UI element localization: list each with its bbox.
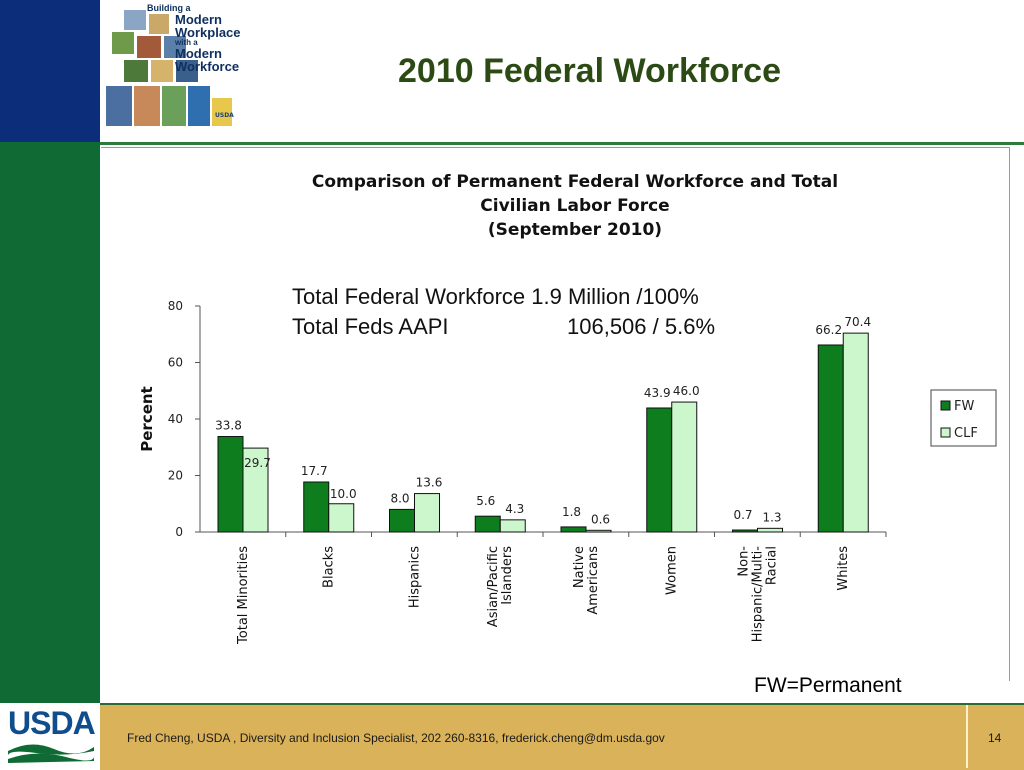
fw-note: FW=Permanent [754,674,902,697]
total-workforce-row: Total Federal Workforce 1.9 Million /100… [292,282,699,312]
chart-title: Comparison of Permanent Federal Workforc… [240,170,910,242]
bar-clf [242,447,269,533]
usda-wordmark: USDA [8,705,96,741]
footer-band [100,703,1024,770]
bar-clf [328,503,355,533]
data-label-fw: 43.9 [644,386,671,400]
legend-label: FW [954,399,974,414]
data-label-clf: 10.0 [330,487,357,501]
footer-divider [966,705,968,768]
data-label-fw: 17.7 [301,464,328,478]
y-tick-label: 80 [168,299,183,313]
chart-title-line1: Comparison of Permanent Federal Workforc… [311,172,839,192]
header-divider [100,142,1024,145]
data-label-clf: 0.6 [591,512,610,526]
data-label-clf: 70.4 [844,315,871,329]
bar-clf [757,527,783,533]
y-axis-title: Percent [138,386,156,451]
bar-fw [560,526,587,533]
category-label: Non- [736,546,751,577]
bar-fw [732,529,758,533]
data-label-clf: 46.0 [673,384,700,398]
workforce-totals: Total Federal Workforce 1.9 Million /100… [292,282,715,342]
logo-line4: with a [175,38,198,47]
category-label: Hispanics [407,546,422,608]
category-label: Blacks [322,546,337,588]
bar-clf [671,401,698,533]
bar-fw [303,481,330,533]
category-label: Racial [764,546,779,585]
bar-fw [217,436,244,533]
workforce-logo: USDA [106,10,234,126]
y-tick-label: 20 [168,469,183,483]
chart-frame [101,147,1010,681]
chart-title-line2: Civilian Labor Force [480,196,670,216]
logo-line1: Building a [147,3,191,13]
bar-fw [646,407,673,533]
logo-line3: Workplace [175,25,241,40]
total-workforce-value: 1.9 Million /100% [531,284,699,309]
total-aapi-label: Total Feds AAPI [292,314,449,339]
total-aapi-row: Total Feds AAPI 106,506 / 5.6% [292,312,715,342]
bar-fw [474,515,501,533]
y-tick-label: 40 [168,412,183,426]
bar-clf [842,332,869,533]
data-label-fw: 33.8 [215,419,242,433]
footer: USDA Fred Cheng, USDA , Diversity and In… [0,703,1024,770]
header-navy-band [0,0,100,142]
logo-badge: USDA [215,112,234,119]
logo-text: Building a Modern Workplace with a Moder… [147,3,241,74]
data-label-fw: 8.0 [390,491,409,505]
footer-text: Fred Cheng, USDA , Diversity and Inclusi… [127,731,665,745]
category-label: Native [572,546,587,588]
page-title: 2010 Federal Workforce [398,52,781,90]
category-label: Asian/Pacific [486,546,501,627]
data-label-clf: 1.3 [762,510,781,524]
data-label-fw: 1.8 [562,505,581,519]
category-label: Whites [836,546,851,591]
legend-swatch [940,427,951,438]
y-tick-label: 0 [175,525,183,539]
usda-logo: USDA [0,703,100,768]
category-label: Hispanic/Multi- [750,546,765,643]
logo-line5: Modern [175,46,222,61]
data-label-clf: 29.7 [244,456,271,470]
total-workforce-label: Total Federal Workforce [292,284,526,309]
data-label-fw: 5.6 [476,494,495,508]
legend-swatch [940,400,951,411]
bar-clf [414,493,440,533]
data-label-fw: 66.2 [815,323,842,337]
logo-line2: Modern [175,12,222,27]
total-aapi-value: 106,506 / 5.6% [567,314,716,339]
category-label: Americans [586,546,601,615]
data-label-fw: 0.7 [733,508,752,522]
bar-fw [817,344,844,533]
side-green-band [0,142,100,703]
category-label: Total Minorities [236,546,251,645]
bar-clf [585,529,612,533]
chart-title-line3: (September 2010) [487,220,663,240]
logo-line6: Workforce [175,59,240,74]
y-tick-label: 60 [168,356,183,370]
page-number: 14 [988,731,1002,745]
bar-clf [499,519,526,533]
bar-fw [389,508,415,533]
data-label-clf: 4.3 [505,502,524,516]
data-label-clf: 13.6 [416,476,443,490]
category-label: Women [665,546,680,595]
legend-label: CLF [954,426,978,441]
usda-landscape-icon [7,744,95,763]
category-label: Islanders [500,546,515,605]
